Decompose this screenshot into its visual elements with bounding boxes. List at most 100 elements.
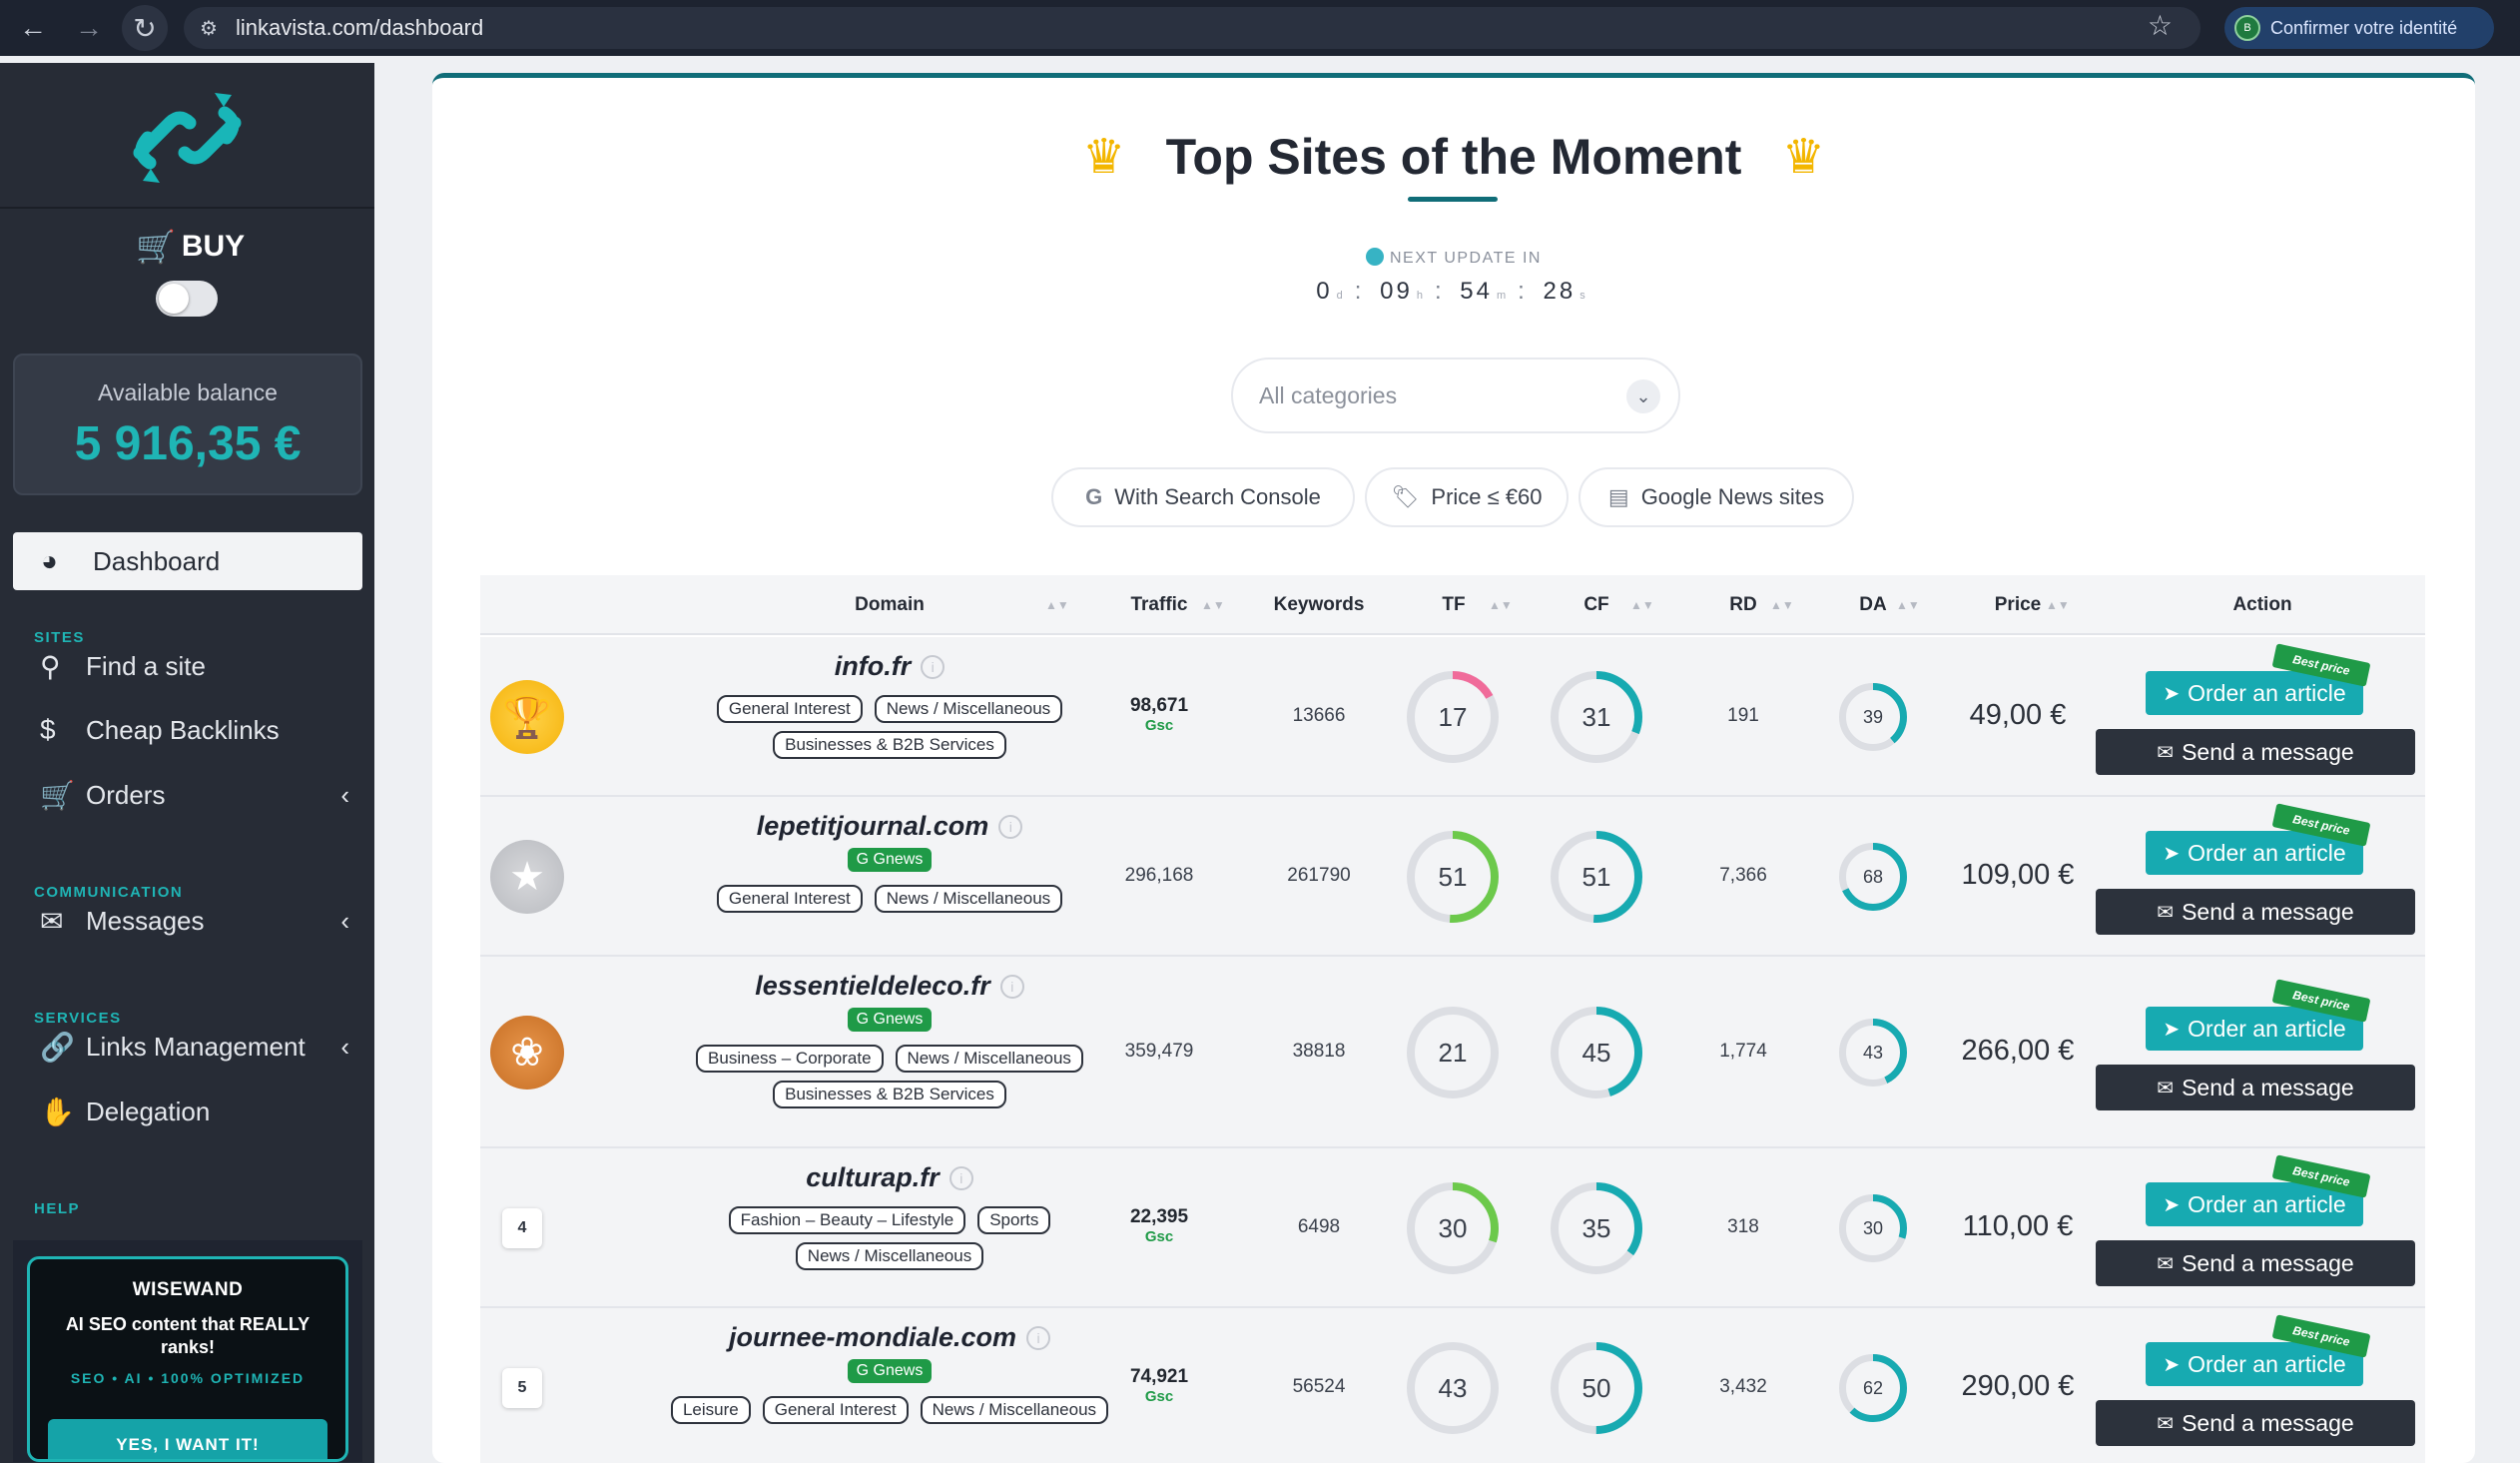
- column-header-cf[interactable]: CF: [1583, 594, 1609, 615]
- filter-label: Google News sites: [1640, 484, 1825, 509]
- category-tag: News / Miscellaneous: [874, 695, 1063, 723]
- domain-link[interactable]: journee-mondiale.com: [728, 1322, 1017, 1352]
- category-tags: Fashion – Beauty – Lifestyle Sports: [590, 1203, 1189, 1237]
- countdown-seconds: 28: [1543, 278, 1576, 305]
- countdown-hours: 09: [1380, 278, 1413, 305]
- rank-number-badge: 5: [502, 1368, 542, 1408]
- info-icon[interactable]: i: [998, 815, 1023, 839]
- send-message-button[interactable]: ✉ Send a message: [2096, 1400, 2415, 1446]
- profile-avatar: B: [2234, 15, 2260, 41]
- order-button-label: Order an article: [2188, 1350, 2346, 1377]
- chevron-left-icon: ‹: [340, 905, 349, 936]
- category-tag: General Interest: [762, 1396, 909, 1424]
- sidebar-item-messages[interactable]: ✉ Messages ‹: [40, 898, 349, 944]
- next-update-label: NEXT UPDATE IN: [432, 248, 2475, 268]
- bookmark-star-icon[interactable]: ☆: [2147, 10, 2173, 41]
- identity-button[interactable]: B Confirmer votre identité: [2224, 7, 2494, 49]
- domain-link[interactable]: lessentieldeleco.fr: [755, 971, 990, 1001]
- info-icon[interactable]: i: [1026, 1326, 1051, 1350]
- sort-icon[interactable]: ▲▼: [1896, 598, 1920, 612]
- sidebar-item-find-site[interactable]: ⚲ Find a site: [40, 643, 349, 689]
- gauge-ring: [1551, 831, 1642, 923]
- next-update-text: NEXT UPDATE IN: [1390, 250, 1542, 267]
- rd-cell: 7,366: [1719, 865, 1767, 886]
- column-header-rd[interactable]: RD: [1729, 594, 1757, 615]
- filter-google-news-button[interactable]: ▤ Google News sites: [1578, 467, 1854, 527]
- countdown-separator: :: [1518, 278, 1528, 305]
- paper-plane-icon: ➤: [2163, 1193, 2181, 1216]
- column-header-price[interactable]: Price: [1994, 594, 2042, 615]
- promo-cta-button[interactable]: YES, I WANT IT!: [48, 1419, 327, 1459]
- order-article-button[interactable]: ➤ Order an article: [2146, 671, 2363, 715]
- da-gauge: 62: [1839, 1354, 1907, 1422]
- sort-icon[interactable]: ▲▼: [1770, 598, 1794, 612]
- gauge-ring: [1839, 683, 1907, 751]
- traffic-cell: 296,168: [1124, 865, 1194, 886]
- countdown-seconds-unit: s: [1579, 290, 1585, 302]
- domain-link[interactable]: lepetitjournal.com: [756, 811, 989, 841]
- category-tag: General Interest: [716, 695, 863, 723]
- info-icon[interactable]: i: [948, 1166, 973, 1190]
- column-header-tf[interactable]: TF: [1442, 594, 1466, 615]
- order-button-label: Order an article: [2188, 1190, 2346, 1217]
- send-message-button[interactable]: ✉ Send a message: [2096, 889, 2415, 935]
- send-message-button[interactable]: ✉ Send a message: [2096, 1065, 2415, 1110]
- info-icon[interactable]: i: [921, 655, 945, 679]
- send-message-button[interactable]: ✉ Send a message: [2096, 729, 2415, 775]
- gauge-ring: [1839, 1354, 1907, 1422]
- forward-arrow-icon[interactable]: →: [75, 12, 103, 43]
- sort-icon[interactable]: ▲▼: [2046, 598, 2070, 612]
- table-row: ❀ lessentieldeleco.fr i G Gnews Business – C…: [480, 957, 2425, 1148]
- filter-price-button[interactable]: 🏷 Price ≤ €60: [1365, 467, 1569, 527]
- browser-toolbar: ← → ↻ ⚙ linkavista.com/dashboard ☆ B Con…: [0, 0, 2520, 56]
- category-select[interactable]: All categories ⌄: [1231, 358, 1680, 433]
- sort-icon[interactable]: ▲▼: [1630, 598, 1654, 612]
- traffic-value: 98,671: [1129, 695, 1189, 716]
- sort-icon[interactable]: ▲▼: [1489, 598, 1513, 612]
- order-button-label: Order an article: [2188, 839, 2346, 866]
- gauge-value: 68: [1862, 866, 1884, 887]
- send-message-button[interactable]: ✉ Send a message: [2096, 1240, 2415, 1286]
- column-header-action: Action: [2232, 594, 2292, 615]
- gauge-value: 30: [1862, 1217, 1884, 1238]
- sort-icon[interactable]: ▲▼: [1201, 598, 1225, 612]
- back-arrow-icon[interactable]: ←: [19, 12, 47, 43]
- column-header-domain[interactable]: Domain: [855, 594, 925, 615]
- category-tags: Businesses & B2B Services: [590, 1078, 1189, 1111]
- sidebar-item-cheap-backlinks[interactable]: $ Cheap Backlinks: [40, 707, 349, 753]
- order-button-label: Order an article: [2188, 679, 2346, 706]
- column-header-traffic[interactable]: Traffic: [1130, 594, 1188, 615]
- category-tag: Leisure: [670, 1396, 751, 1424]
- da-gauge: 30: [1839, 1194, 1907, 1262]
- cart-icon: 🛒: [40, 779, 75, 811]
- buy-mode-toggle[interactable]: [156, 281, 218, 317]
- chevron-left-icon: ‹: [340, 1031, 349, 1062]
- chain-link-logo-icon[interactable]: [120, 83, 255, 193]
- address-bar[interactable]: ⚙ linkavista.com/dashboard ☆: [184, 7, 2201, 49]
- filter-search-console-button[interactable]: G With Search Console: [1051, 467, 1355, 527]
- sort-icon[interactable]: ▲▼: [1045, 598, 1069, 612]
- wisewand-promo-banner[interactable]: WISEWAND AI SEO content that REALLY rank…: [27, 1256, 348, 1462]
- sidebar-item-links-management[interactable]: 🔗 Links Management ‹: [40, 1024, 349, 1070]
- section-label-communication: COMMUNICATION: [34, 884, 184, 901]
- domain-link[interactable]: info.fr: [834, 651, 912, 681]
- buy-label: BUY: [181, 230, 246, 263]
- domain-link[interactable]: culturap.fr: [806, 1162, 940, 1192]
- site-settings-icon[interactable]: ⚙: [200, 17, 218, 40]
- gnews-badge: G Gnews: [847, 848, 933, 872]
- sidebar-item-delegation[interactable]: ✋ Delegation: [40, 1089, 349, 1134]
- sidebar-item-orders[interactable]: 🛒 Orders ‹: [40, 772, 349, 818]
- price-value: 266,00 €: [1961, 1035, 2075, 1067]
- gauge-fill: [1839, 1194, 1907, 1262]
- info-icon[interactable]: i: [999, 975, 1024, 999]
- countdown-separator: :: [1434, 278, 1445, 305]
- reload-icon[interactable]: ↻: [122, 5, 168, 51]
- column-header-da[interactable]: DA: [1859, 594, 1887, 615]
- column-header-keywords[interactable]: Keywords: [1273, 594, 1365, 615]
- category-tag: News / Miscellaneous: [795, 1242, 984, 1270]
- sidebar-item-dashboard[interactable]: ◕ Dashboard: [13, 532, 362, 590]
- category-tag: Businesses & B2B Services: [773, 1081, 1006, 1108]
- category-tag: News / Miscellaneous: [895, 1045, 1083, 1073]
- rd-cell: 1,774: [1719, 1041, 1767, 1062]
- domain-name-row: lepetitjournal.com i: [590, 811, 1189, 842]
